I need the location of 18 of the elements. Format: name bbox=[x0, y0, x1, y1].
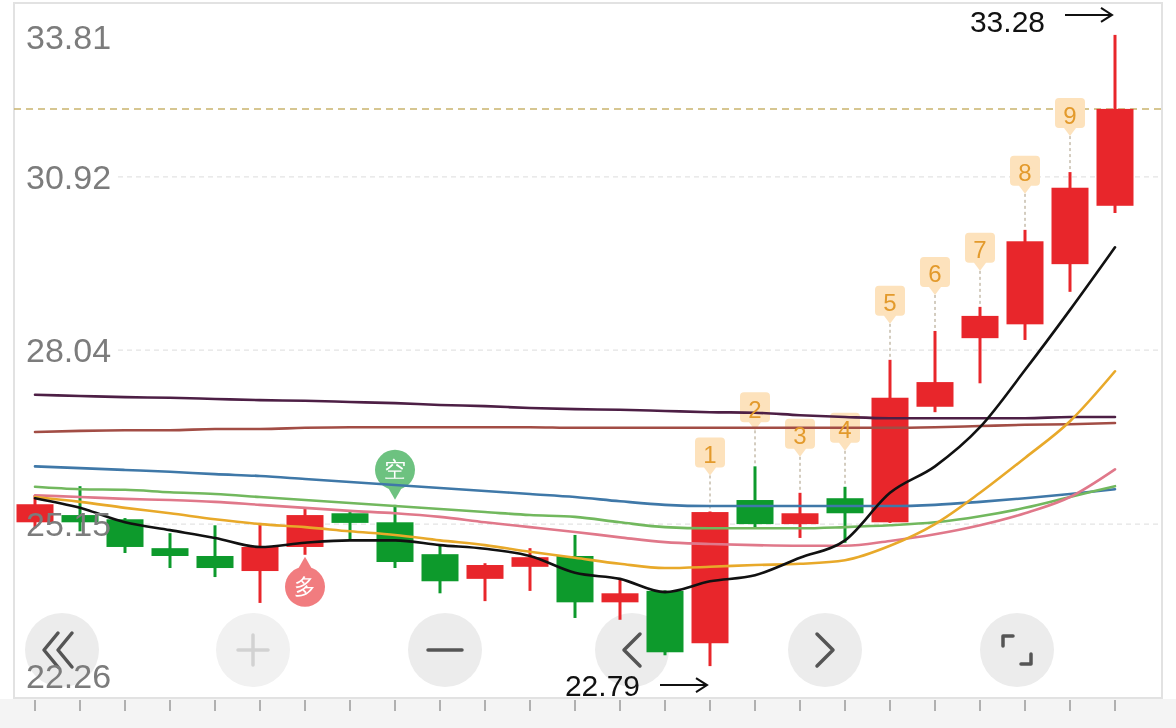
fullscreen-button[interactable] bbox=[980, 613, 1054, 687]
minus-button[interactable] bbox=[408, 613, 482, 687]
text: 5 bbox=[883, 289, 897, 317]
text: 1 bbox=[703, 440, 717, 468]
annotation: 22.79 bbox=[564, 668, 640, 702]
text: 空 bbox=[384, 457, 406, 483]
text: 3 bbox=[793, 422, 807, 450]
chevron-right-button[interactable] bbox=[788, 613, 862, 687]
text: 多 bbox=[294, 574, 316, 600]
text: 9 bbox=[1063, 101, 1077, 129]
text: 8 bbox=[1018, 159, 1032, 187]
y-tick-label: 33.81 bbox=[26, 18, 112, 56]
y-tick-label: 22.26 bbox=[26, 657, 112, 695]
text: 7 bbox=[973, 236, 987, 264]
annotation: 33.28 bbox=[969, 5, 1045, 39]
y-tick-label: 30.92 bbox=[26, 157, 112, 196]
y-tick-label: 28.04 bbox=[26, 331, 112, 370]
text: 6 bbox=[928, 260, 942, 288]
